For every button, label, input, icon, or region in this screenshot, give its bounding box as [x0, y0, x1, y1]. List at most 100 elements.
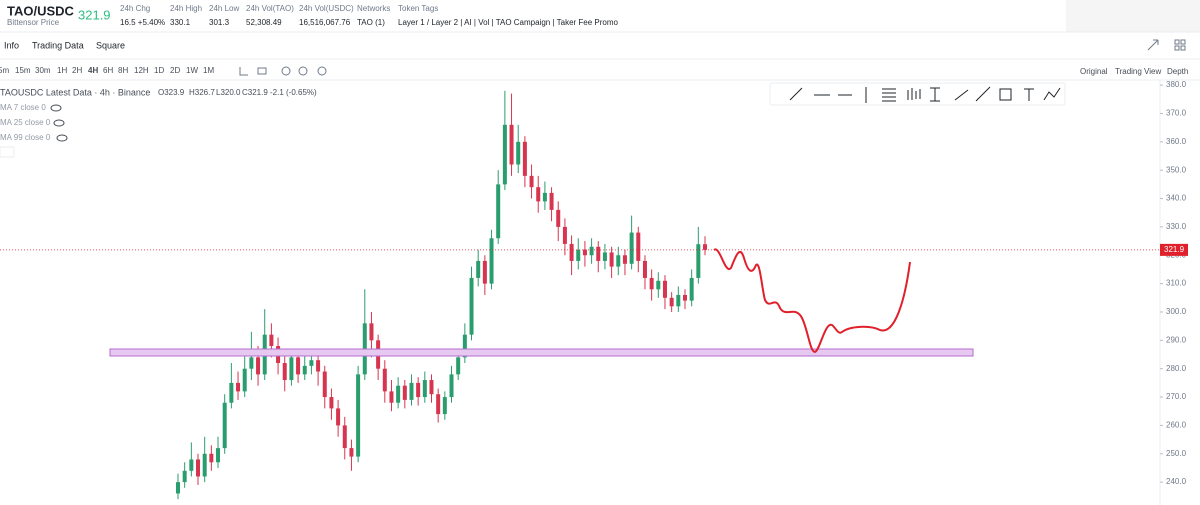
plot: 240.0 250.0 260.0 270.0 280.0 290.0 300.0 310.0…: [0, 80, 1188, 500]
candle-body: [689, 277, 694, 301]
candle-body: [642, 260, 647, 278]
interval[interactable]: 12H: [134, 66, 149, 75]
stat-label: 24h Vol(USDC): [299, 4, 354, 13]
interval[interactable]: 6H: [103, 66, 113, 75]
y-tick-label: 300.0: [1166, 307, 1187, 316]
interval[interactable]: 4H: [88, 66, 98, 75]
candle-body: [209, 453, 214, 463]
eye-icon[interactable]: [56, 134, 68, 142]
candle-body: [302, 365, 307, 375]
last-price-label: 321.9: [1164, 245, 1185, 254]
candle-body: [536, 187, 541, 202]
tool[interactable]: [907, 88, 921, 100]
view-tab[interactable]: Depth: [1167, 67, 1188, 76]
collapse[interactable]: [0, 146, 15, 158]
candle-body: [336, 408, 341, 426]
icon[interactable]: [1180, 45, 1186, 51]
candle-body: [382, 368, 387, 392]
interval[interactable]: 5m: [0, 66, 9, 75]
candle-body: [402, 385, 407, 400]
candle-body: [629, 232, 634, 264]
candle-body: [676, 294, 681, 307]
stat-value: 52,308.49: [246, 18, 282, 27]
candle-body: [189, 459, 194, 471]
icon[interactable]: [1174, 39, 1180, 45]
interval[interactable]: 30m: [35, 66, 51, 75]
icon[interactable]: [1174, 45, 1180, 51]
interval[interactable]: 1D: [154, 66, 164, 75]
tool[interactable]: [930, 87, 940, 102]
subtitle[interactable]: Bittensor Price: [7, 18, 60, 27]
candle-body: [496, 184, 501, 239]
toolbar-icons: [239, 39, 1186, 76]
tab[interactable]: Square: [96, 40, 125, 50]
symbol[interactable]: TAO/USDC: [7, 3, 75, 18]
candle-body: [416, 382, 421, 398]
candle-body: [502, 124, 507, 185]
legend-title: TAOUSDC Latest Data · 4h · Binance: [0, 87, 150, 97]
icon[interactable]: [1180, 39, 1186, 45]
legend-high: H326.7: [189, 88, 215, 97]
tab[interactable]: Info: [4, 40, 19, 50]
tool[interactable]: [789, 87, 803, 101]
ma-label: MA 7 close 0: [0, 103, 46, 112]
y-tick-label: 250.0: [1166, 449, 1187, 458]
tool[interactable]: [975, 86, 991, 102]
y-tick-label: 350.0: [1166, 165, 1187, 174]
stat-value: 301.3: [209, 18, 230, 27]
candle-body: [449, 374, 454, 398]
candle-body: [356, 374, 361, 457]
tab[interactable]: Trading Data: [32, 40, 84, 50]
tool-panel: [769, 82, 1066, 106]
icon[interactable]: [257, 67, 267, 75]
view-tab[interactable]: Original: [1080, 67, 1108, 76]
view-tab[interactable]: Trading View: [1115, 67, 1161, 76]
legend-low: L320.0: [216, 88, 241, 97]
candle-body: [636, 232, 641, 261]
interval[interactable]: 2D: [170, 66, 180, 75]
eye-icon[interactable]: [53, 119, 65, 127]
legend-open: O323.9: [158, 88, 185, 97]
candle-body: [289, 357, 294, 381]
candle-body: [409, 382, 414, 400]
icon[interactable]: [1147, 39, 1159, 51]
candle-body: [596, 246, 601, 261]
interval[interactable]: 15m: [15, 66, 31, 75]
interval[interactable]: 8H: [118, 66, 128, 75]
y-tick-label: 330.0: [1166, 222, 1187, 231]
candle-body: [422, 380, 427, 398]
y-tick-label: 280.0: [1166, 364, 1187, 373]
icon[interactable]: [298, 66, 308, 76]
interval[interactable]: 1W: [186, 66, 198, 75]
icon[interactable]: [281, 66, 291, 76]
price: 321.9: [78, 7, 111, 22]
candle-body: [576, 249, 581, 261]
tool[interactable]: [1024, 88, 1034, 101]
stat-label: Token Tags: [398, 4, 438, 13]
candle-body: [516, 141, 521, 165]
candle-body: [389, 391, 394, 403]
y-tick-label: 380.0: [1166, 80, 1187, 89]
candle-body: [542, 192, 547, 202]
stat-value: 16.5 +5.40%: [120, 18, 165, 27]
interval[interactable]: 1H: [57, 66, 67, 75]
legend-close: C321.9: [242, 88, 268, 97]
interval[interactable]: 1M: [203, 66, 214, 75]
tool[interactable]: [954, 89, 969, 101]
candle-body: [175, 482, 181, 494]
tool[interactable]: [882, 88, 896, 102]
icon[interactable]: [317, 66, 327, 76]
candle-body: [702, 244, 708, 250]
tool[interactable]: [999, 88, 1012, 101]
drawing: [713, 248, 911, 354]
interval[interactable]: 2H: [72, 66, 82, 75]
intervals: 5m 15m 30m 1H 2H 4H 6H 8H 12H 1D 2D 1W 1M: [0, 66, 214, 75]
icon[interactable]: [239, 67, 248, 76]
eye-icon[interactable]: [50, 104, 62, 112]
stat-label: 24h Chg: [120, 4, 150, 13]
tool[interactable]: [1043, 87, 1061, 101]
candle-body: [609, 252, 614, 267]
candle-body: [349, 448, 354, 457]
candle-body: [509, 124, 514, 165]
y-tick-label: 340.0: [1166, 194, 1187, 203]
